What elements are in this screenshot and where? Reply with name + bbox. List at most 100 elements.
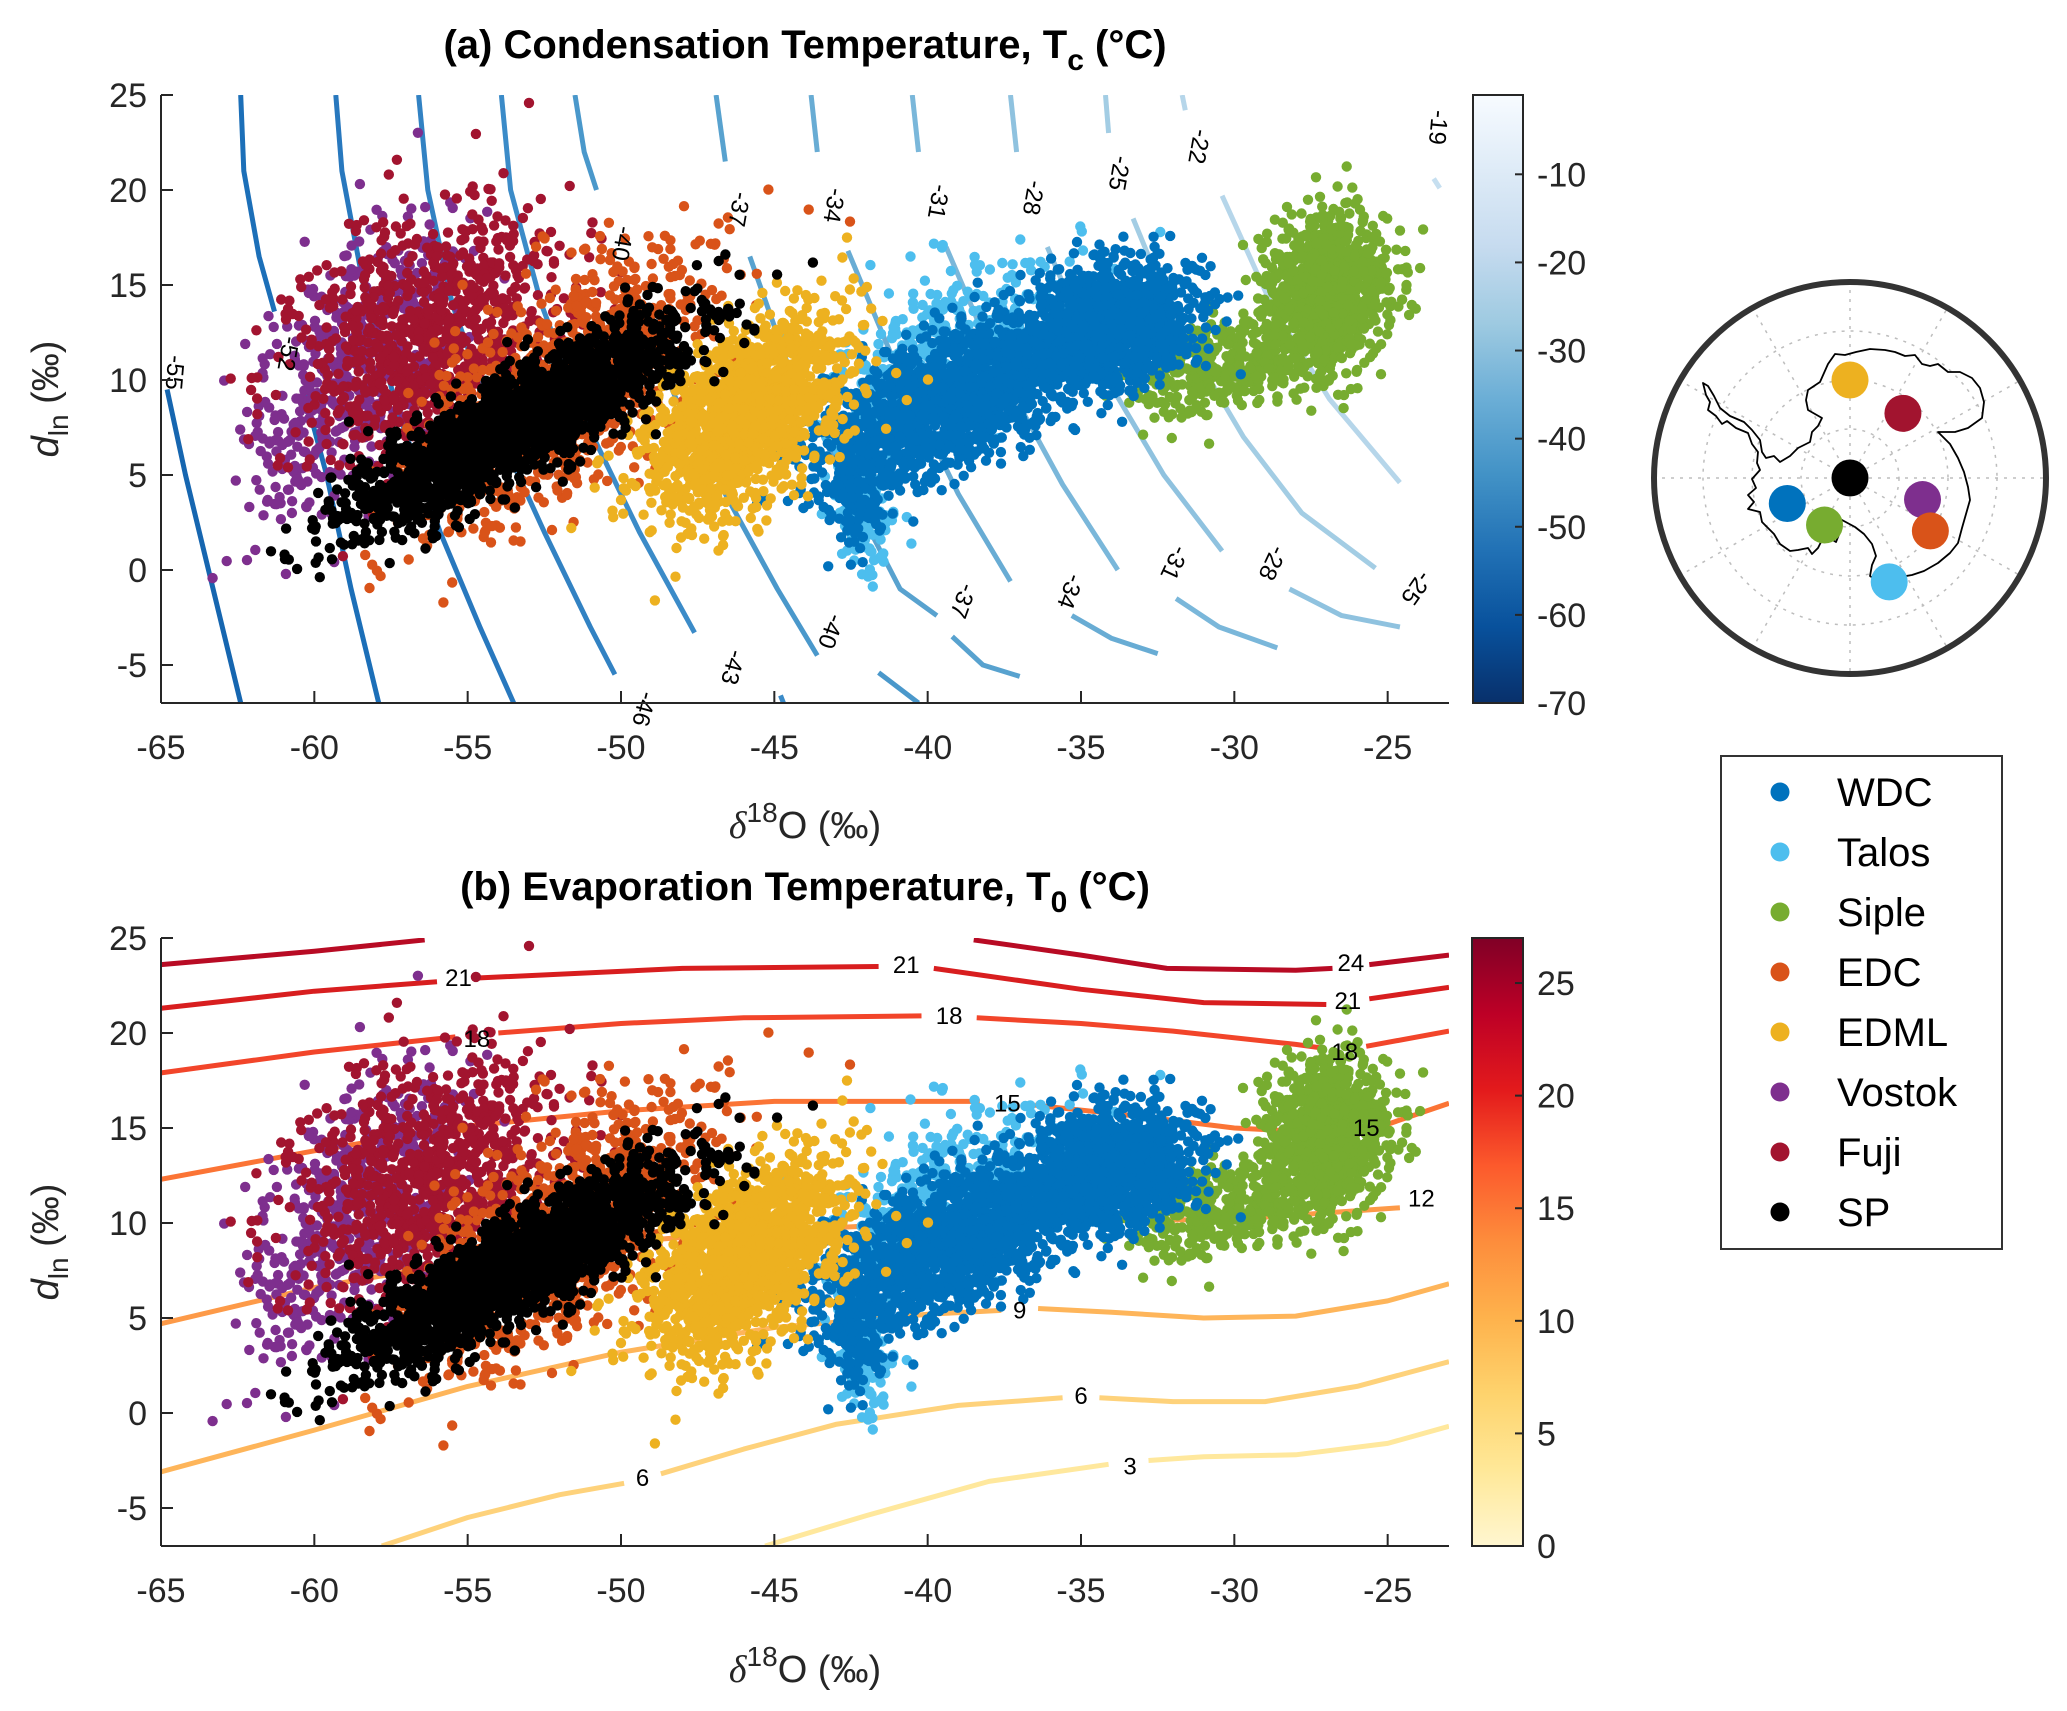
scatter-point: [955, 421, 967, 432]
scatter-point: [1172, 300, 1184, 312]
scatter-point: [1183, 323, 1195, 335]
scatter-point: [1400, 245, 1411, 257]
scatter-point: [926, 467, 937, 478]
scatter-point: [1067, 386, 1078, 397]
scatter-point: [1099, 285, 1111, 296]
contour-line-minus34: [1070, 613, 1159, 656]
scatter-point: [1338, 221, 1349, 232]
scatter-point: [1104, 390, 1115, 401]
scatter-point: [1302, 371, 1313, 382]
scatter-point: [1149, 412, 1160, 423]
scatter-point: [1135, 248, 1147, 260]
scatter-point: [832, 479, 844, 490]
scatter-point: [937, 382, 948, 393]
scatter-point: [1380, 267, 1391, 278]
scatter-point: [1017, 313, 1029, 324]
scatter-point: [1018, 450, 1029, 462]
scatter-point: [813, 495, 824, 506]
scatter-point: [1341, 161, 1352, 172]
scatter-point: [1341, 368, 1352, 379]
scatter-point: [1281, 233, 1292, 244]
scatter-point: [1040, 403, 1052, 414]
scatter-point: [1210, 324, 1221, 336]
scatter-point: [1116, 323, 1127, 334]
scatter-point: [1209, 366, 1221, 377]
scatter-point: [1239, 325, 1250, 337]
scatter-point: [988, 414, 999, 425]
scatter-point: [1375, 369, 1387, 380]
scatter-point: [1332, 181, 1343, 192]
scatter-point: [1288, 368, 1299, 379]
contour-line-minus55: [164, 388, 244, 703]
scatter-point: [1183, 303, 1194, 315]
scatter-point: [1221, 316, 1232, 327]
scatter-point: [1140, 393, 1151, 405]
scatter-point: [1287, 265, 1299, 277]
scatter-point: [843, 522, 854, 534]
scatter-point: [1096, 332, 1108, 344]
scatter-point: [1137, 429, 1149, 440]
scatter-point: [1127, 385, 1138, 396]
scatter-point: [1125, 330, 1136, 341]
scatter-point: [989, 336, 1001, 347]
scatter-point: [897, 314, 908, 325]
scatter-point: [1367, 220, 1379, 231]
scatter-point: [1278, 293, 1290, 304]
scatter-point: [1067, 364, 1079, 375]
scatter-point: [973, 398, 984, 409]
scatter-point: [1094, 239, 1105, 250]
scatter-point: [1314, 191, 1326, 202]
scatter-point: [1168, 272, 1179, 284]
scatter-point: [1286, 209, 1297, 220]
scatter-point: [934, 439, 945, 450]
scatter-point: [1414, 262, 1426, 274]
scatter-point: [1247, 329, 1258, 340]
scatter-point: [1045, 270, 1056, 281]
scatter-point: [1001, 392, 1012, 404]
scatter-point: [1328, 307, 1340, 318]
scatter-point: [969, 430, 980, 442]
scatter-point: [864, 564, 876, 575]
scatter-point: [995, 458, 1007, 469]
scatter-point: [1209, 390, 1220, 401]
scatter-point: [1004, 285, 1016, 297]
scatter-point: [1251, 271, 1262, 282]
scatter-point: [1383, 285, 1394, 296]
scatter-point: [1351, 239, 1362, 250]
scatter-point: [1339, 236, 1350, 247]
scatter-point: [1076, 226, 1088, 237]
scatter-point: [1336, 352, 1348, 364]
scatter-point: [918, 430, 930, 441]
scatter-point: [1278, 354, 1289, 365]
scatter-point: [1302, 194, 1314, 205]
scatter-point: [1077, 245, 1089, 256]
scatter-point: [949, 478, 960, 490]
scatter-point: [1338, 389, 1350, 401]
scatter-points: [207, 97, 1429, 608]
scatter-point: [954, 438, 966, 449]
scatter-point: [969, 291, 980, 303]
contour-line-minus40: [572, 95, 599, 191]
scatter-point: [958, 470, 969, 481]
scatter-point: [1119, 301, 1130, 312]
scatter-point: [1348, 265, 1359, 277]
scatter-point: [1028, 336, 1040, 347]
scatter-point: [1071, 236, 1083, 248]
scatter-point: [844, 457, 856, 468]
scatter-point: [1252, 397, 1263, 409]
scatter-point: [1161, 325, 1172, 336]
scatter-point: [944, 429, 955, 441]
scatter-point: [936, 449, 947, 460]
scatter-point: [1069, 374, 1081, 385]
scatter-point: [876, 456, 887, 467]
scatter-point: [1120, 257, 1131, 268]
scatter-point: [1394, 225, 1406, 236]
scatter-point: [1196, 333, 1208, 344]
scatter-point: [1278, 374, 1289, 385]
scatter-point: [1056, 357, 1068, 369]
scatter-point: [875, 534, 886, 545]
contour-line-minus31: [1174, 596, 1279, 651]
scatter-point: [1136, 325, 1148, 337]
scatter-point: [928, 238, 940, 249]
scatter-point: [1301, 231, 1312, 242]
